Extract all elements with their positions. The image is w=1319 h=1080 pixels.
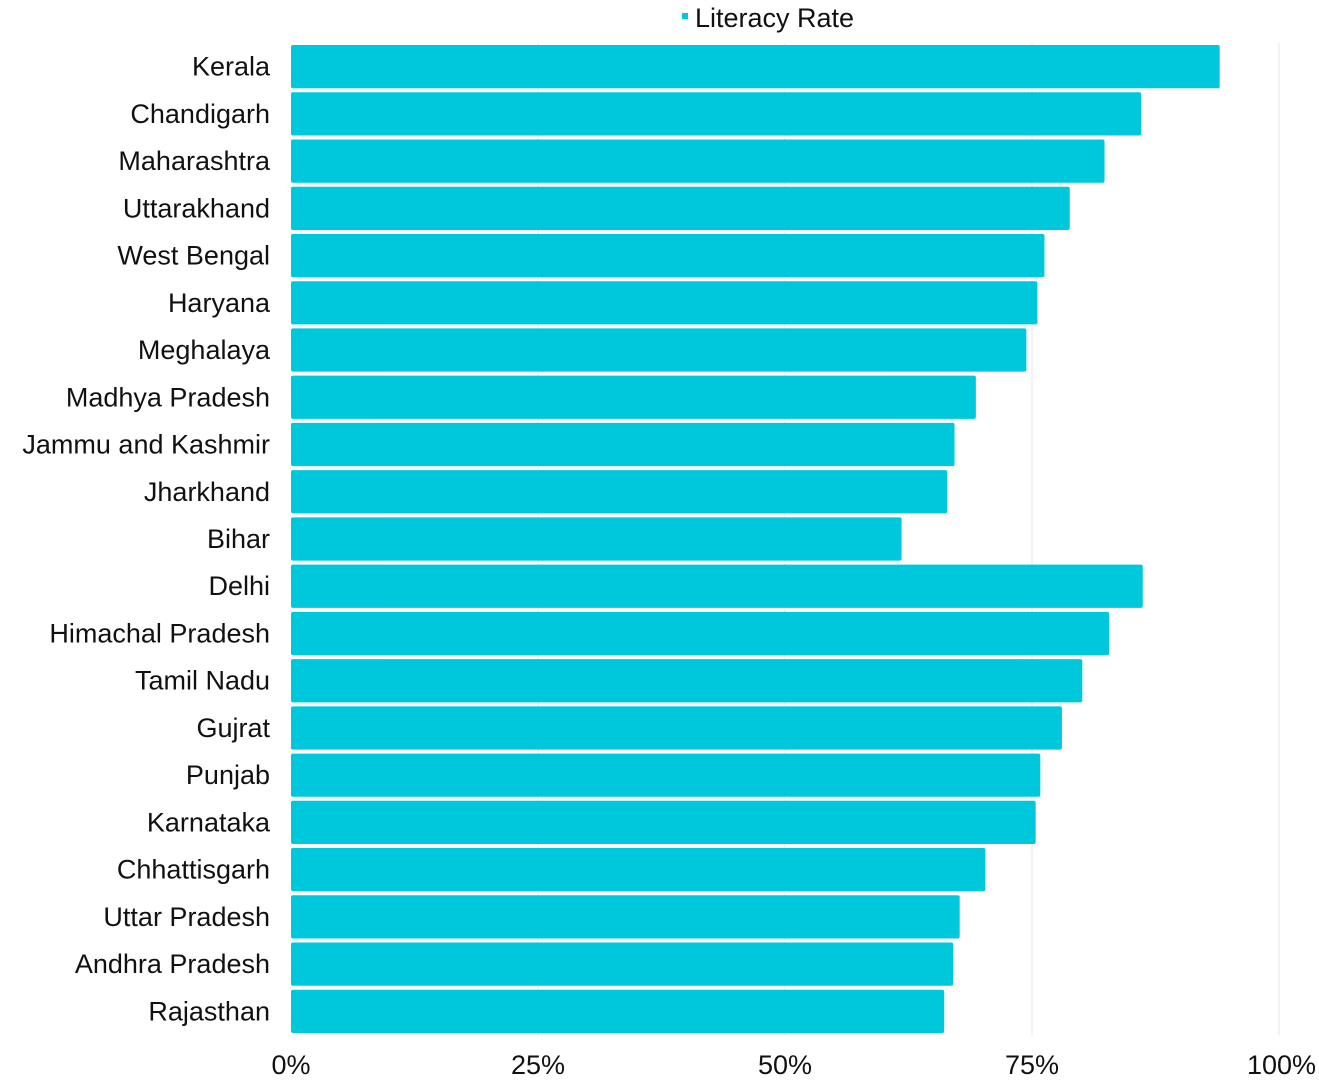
category-label-bihar: Bihar [207, 524, 270, 554]
bar-uttarakhand [291, 186, 1070, 230]
category-label-uttar-pradesh: Uttar Pradesh [103, 902, 270, 932]
bar-chandigarh [291, 92, 1142, 136]
bar-kerala [291, 45, 1220, 89]
category-label-chhattisgarh: Chhattisgarh [117, 855, 270, 885]
category-label-jammu-and-kashmir: Jammu and Kashmir [22, 430, 270, 460]
category-label-jharkhand: Jharkhand [144, 477, 270, 507]
x-tick-label-75: 75% [1005, 1050, 1059, 1080]
bar-jammu-and-kashmir [291, 422, 955, 467]
x-tick-label-25: 25% [511, 1050, 565, 1080]
x-tick-label-100: 100% [1247, 1050, 1316, 1080]
x-tick-label-0: 0% [271, 1050, 310, 1080]
bar-uttar-pradesh [291, 895, 960, 939]
bar-meghalaya [291, 328, 1027, 372]
bar-punjab [291, 753, 1041, 797]
bar-andhra-pradesh [291, 942, 954, 986]
category-label-gujrat: Gujrat [196, 713, 270, 743]
legend-label: Literacy Rate [695, 3, 854, 33]
category-label-west-bengal: West Bengal [117, 241, 270, 271]
bar-rajasthan [291, 989, 945, 1033]
bar-maharashtra [291, 139, 1105, 183]
bar-karnataka [291, 800, 1036, 845]
category-label-maharashtra: Maharashtra [118, 146, 271, 176]
category-label-karnataka: Karnataka [147, 807, 271, 837]
category-label-andhra-pradesh: Andhra Pradesh [75, 949, 270, 979]
x-axis-tick-labels: 0% 25% 50% 75% 100% [271, 1050, 1316, 1080]
bar-bihar [291, 517, 902, 561]
category-labels: Kerala Chandigarh Maharashtra Uttarakhand We… [22, 52, 271, 1027]
legend: Literacy Rate [682, 3, 854, 33]
category-label-punjab: Punjab [186, 760, 270, 790]
category-label-uttarakhand: Uttarakhand [123, 193, 270, 223]
bar-himachal-pradesh [291, 611, 1110, 656]
bars [291, 45, 1220, 1033]
bar-gujrat [291, 706, 1062, 750]
bar-chhattisgarh [291, 848, 986, 892]
bar-madhya-pradesh [291, 375, 976, 419]
category-label-haryana: Haryana [168, 288, 271, 318]
x-tick-label-50: 50% [758, 1050, 812, 1080]
category-label-madhya-pradesh: Madhya Pradesh [66, 382, 270, 412]
bar-west-bengal [291, 233, 1045, 278]
bar-haryana [291, 281, 1038, 325]
legend-swatch [682, 13, 688, 19]
category-label-rajasthan: Rajasthan [148, 996, 270, 1026]
bar-jharkhand [291, 470, 948, 514]
category-label-himachal-pradesh: Himachal Pradesh [49, 618, 270, 648]
bar-tamil-nadu [291, 659, 1083, 703]
category-label-chandigarh: Chandigarh [130, 99, 270, 129]
category-label-tamil-nadu: Tamil Nadu [135, 666, 270, 696]
bar-delhi [291, 564, 1143, 608]
category-label-kerala: Kerala [192, 52, 271, 82]
category-label-delhi: Delhi [208, 571, 270, 601]
category-label-meghalaya: Meghalaya [138, 335, 271, 365]
